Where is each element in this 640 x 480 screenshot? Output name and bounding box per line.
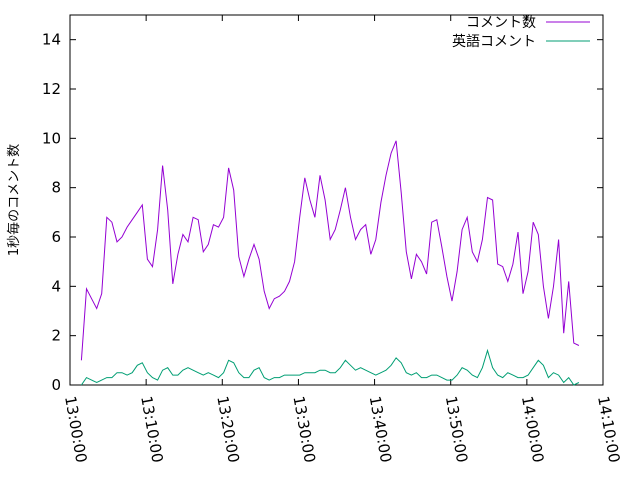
- x-tick-label: 14:10:00: [594, 395, 623, 464]
- y-axis-label: 1秒毎のコメント数: [6, 144, 22, 256]
- x-tick-label: 13:50:00: [442, 395, 471, 464]
- legend-label-0: コメント数: [466, 15, 536, 31]
- series-line-0: [80, 140, 580, 361]
- y-tick-label: 6: [51, 228, 61, 246]
- y-tick-label: 4: [51, 277, 61, 295]
- y-axis-ticks: 0 2 4 6 8 10 12 14: [42, 31, 603, 394]
- legend-label-1: 英語コメント: [452, 33, 536, 50]
- series-lines: [80, 140, 580, 386]
- y-tick-label: 0: [51, 376, 61, 394]
- series-line-1: [80, 348, 580, 386]
- y-tick-label: 2: [51, 327, 61, 345]
- y-tick-label: 12: [42, 80, 61, 98]
- x-tick-label: 13:10:00: [137, 395, 166, 464]
- x-tick-label: 13:20:00: [213, 395, 242, 464]
- plot-frame: [69, 14, 604, 386]
- y-tick-label: 10: [42, 129, 61, 147]
- x-tick-label: 13:30:00: [289, 395, 318, 464]
- y-tick-label: 14: [42, 31, 61, 49]
- plot-border: [69, 14, 604, 386]
- x-tick-label: 14:00:00: [518, 395, 547, 464]
- y-tick-label: 8: [51, 179, 61, 197]
- x-tick-label: 13:40:00: [366, 395, 395, 464]
- x-tick-label: 13:00:00: [61, 395, 90, 464]
